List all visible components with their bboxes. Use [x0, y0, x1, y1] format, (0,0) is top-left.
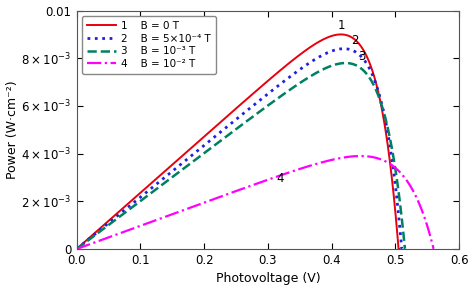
Text: 2: 2 — [351, 34, 359, 47]
Y-axis label: Power (W·cm⁻²): Power (W·cm⁻²) — [6, 81, 18, 179]
Text: 1: 1 — [337, 19, 345, 32]
Text: 3: 3 — [358, 50, 366, 63]
Legend: 1    B = 0 T, 2    B = 5×10⁻⁴ T, 3    B = 10⁻³ T, 4    B = 10⁻² T: 1 B = 0 T, 2 B = 5×10⁻⁴ T, 3 B = 10⁻³ T,… — [82, 16, 216, 74]
Text: 4: 4 — [277, 172, 284, 185]
X-axis label: Photovoltage (V): Photovoltage (V) — [216, 272, 320, 285]
